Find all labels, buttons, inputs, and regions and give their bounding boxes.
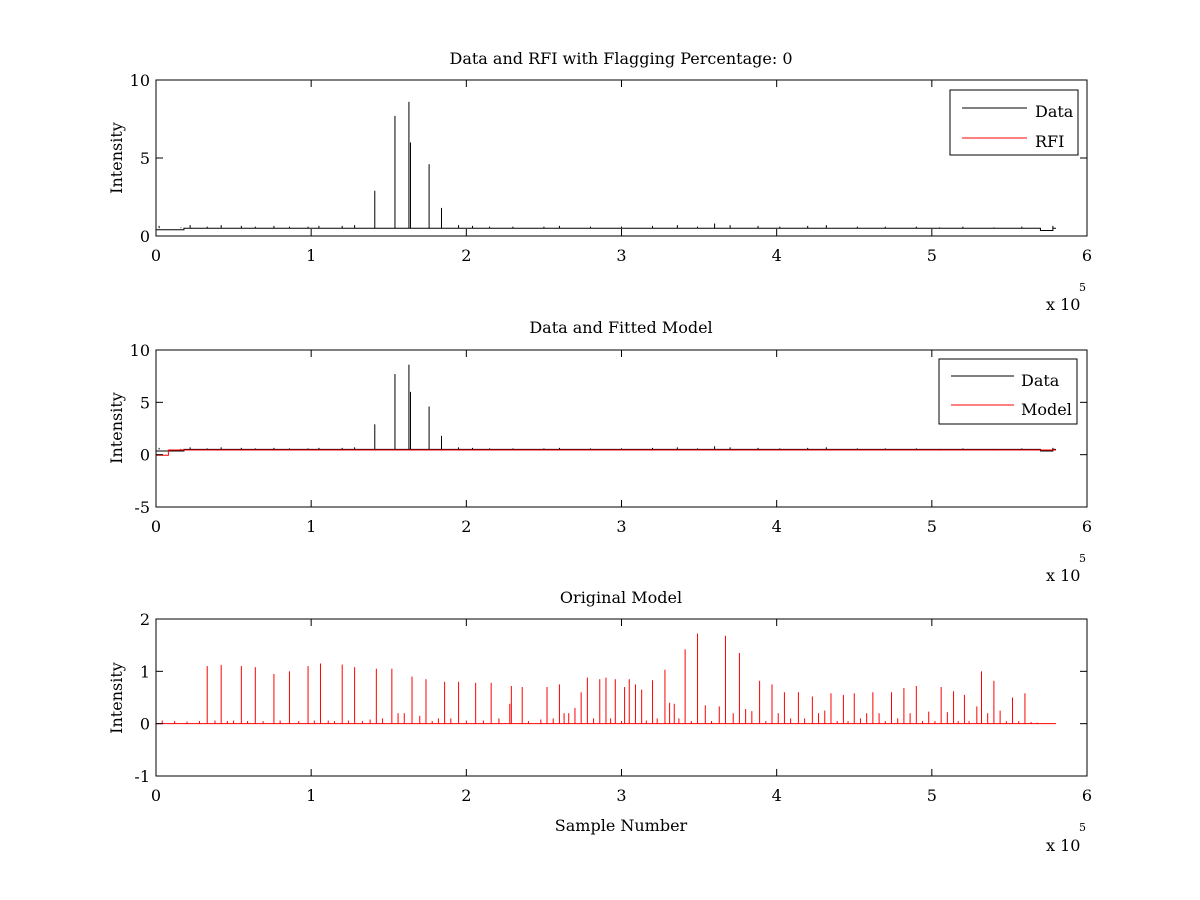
y-tick-label: 0 (140, 446, 150, 465)
subplot-top-legend-label-rfi: RFI (1035, 132, 1064, 151)
subplot-bottom-x-exponent: x 10 (1046, 836, 1080, 855)
subplot-middle-legend-box (938, 358, 1078, 425)
x-tick-label: 0 (151, 517, 161, 536)
x-tick-label: 5 (927, 246, 937, 265)
x-tick-label: 0 (151, 246, 161, 265)
x-tick-label: 5 (927, 786, 937, 805)
y-tick-label: 1 (140, 662, 150, 681)
subplot-middle-legend-label-model: Model (1021, 400, 1072, 419)
y-tick-label: 10 (130, 341, 150, 360)
subplot-top-ylabel: Intensity (107, 122, 126, 194)
x-tick-label: 6 (1082, 246, 1092, 265)
x-tick-label: 1 (306, 246, 316, 265)
y-tick-label: 0 (140, 715, 150, 734)
y-tick-label: 5 (140, 393, 150, 412)
x-tick-label: 6 (1082, 517, 1092, 536)
x-tick-label: 3 (616, 246, 626, 265)
subplot-middle-x-exponent: x 10 (1046, 566, 1080, 585)
y-tick-label: -1 (134, 767, 150, 786)
y-tick-label: 10 (130, 71, 150, 90)
subplot-bottom-title: Original Model (560, 588, 682, 607)
subplot-bottom-ylabel: Intensity (107, 662, 126, 734)
x-tick-label: 1 (306, 517, 316, 536)
x-tick-label: 0 (151, 786, 161, 805)
x-tick-label: 2 (461, 246, 471, 265)
x-tick-label: 5 (927, 517, 937, 536)
subplot-top-legend-box (949, 89, 1079, 156)
subplot-middle-legend: Data Model (938, 358, 1078, 425)
subplot-middle-legend-label-data: Data (1021, 371, 1060, 390)
subplot-top-x-exponent-power: 5 (1079, 281, 1086, 294)
y-tick-label: 2 (140, 610, 150, 629)
subplot-top-title: Data and RFI with Flagging Percentage: 0 (449, 49, 792, 68)
x-tick-label: 4 (772, 517, 782, 536)
x-tick-label: 1 (306, 786, 316, 805)
x-tick-label: 2 (461, 786, 471, 805)
subplot-middle-ylabel: Intensity (107, 392, 126, 464)
subplot-top-x-exponent-base: x 10 (1046, 295, 1080, 314)
series-data-baseline (155, 227, 1056, 232)
subplot-middle-title: Data and Fitted Model (529, 318, 712, 337)
x-tick-label: 4 (772, 246, 782, 265)
subplot-middle-x-exponent-power: 5 (1079, 552, 1086, 565)
y-tick-label: 0 (140, 227, 150, 246)
subplot-bottom-x-exponent-base: x 10 (1046, 836, 1080, 855)
subplot-top-legend: Data RFI (949, 89, 1079, 156)
x-tick-label: 6 (1082, 786, 1092, 805)
subplot-top: Data and RFI with Flagging Percentage: 0… (107, 49, 1092, 314)
subplot-top-legend-label-data: Data (1035, 102, 1074, 121)
subplot-bottom-xlabel: Sample Number (555, 816, 688, 835)
x-tick-label: 4 (772, 786, 782, 805)
x-tick-label: 3 (616, 786, 626, 805)
x-tick-label: 3 (616, 517, 626, 536)
subplot-top-x-exponent: x 10 (1046, 295, 1080, 314)
x-tick-label: 2 (461, 517, 471, 536)
y-tick-label: -5 (134, 498, 150, 517)
y-tick-label: 5 (140, 149, 150, 168)
subplot-middle-x-exponent-base: x 10 (1046, 566, 1080, 585)
subplot-bottom-x-exponent-power: 5 (1079, 821, 1086, 834)
